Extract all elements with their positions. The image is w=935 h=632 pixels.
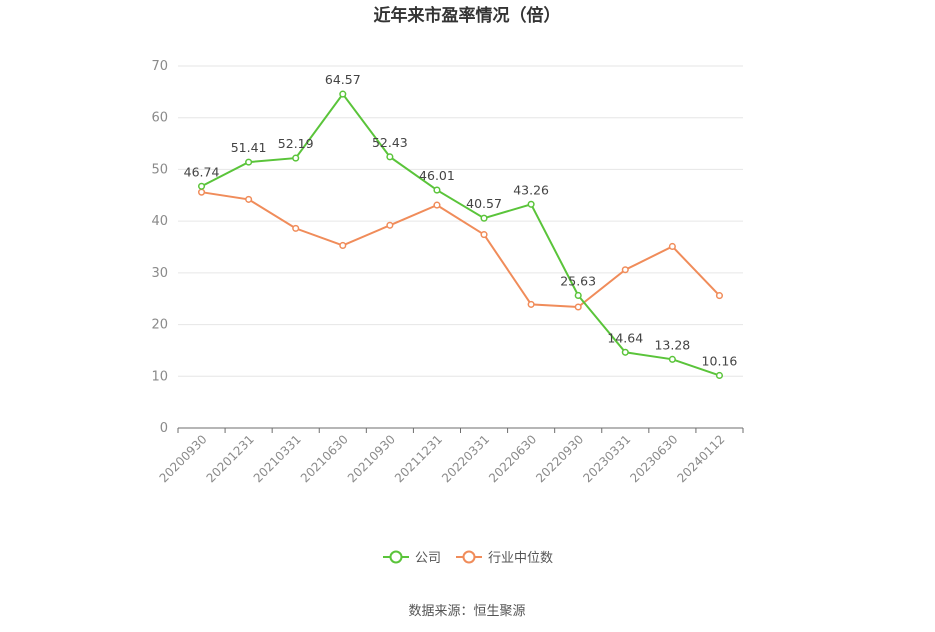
data-point[interactable] [339, 241, 347, 249]
x-tick-label: 20200930 [157, 432, 210, 485]
data-point[interactable] [433, 186, 441, 194]
legend-item-company[interactable]: 公司 [383, 550, 441, 566]
y-tick-label: 60 [151, 111, 168, 126]
series-industry-median [197, 188, 724, 311]
series-line [201, 191, 721, 309]
data-point[interactable] [197, 182, 206, 190]
data-point[interactable] [480, 214, 488, 222]
y-tick-label: 0 [160, 421, 168, 436]
legend-item-industry-median[interactable]: 行业中位数 [456, 550, 553, 566]
data-label: 51.41 [231, 140, 267, 155]
data-point[interactable] [245, 195, 253, 203]
data-point[interactable] [715, 292, 724, 300]
y-tick-label: 70 [151, 59, 168, 74]
series-line [201, 92, 720, 377]
data-point[interactable] [668, 242, 676, 251]
data-point[interactable] [197, 188, 206, 196]
data-point[interactable] [245, 158, 253, 166]
data-point[interactable] [574, 303, 582, 311]
legend-swatch-marker [389, 550, 403, 564]
y-tick-label: 30 [151, 266, 168, 281]
x-tick-label: 20240112 [674, 432, 727, 485]
x-tick-label: 20220930 [533, 432, 586, 485]
data-point[interactable] [621, 266, 629, 274]
series-company: 46.74 51.41 52.19 64.57 52.43 46.01 40.57 43.26… [184, 72, 738, 380]
data-point[interactable] [715, 371, 724, 380]
data-point[interactable] [668, 355, 676, 363]
legend-swatch-marker [462, 550, 476, 564]
y-axis-ticks: 0 10 20 30 40 50 60 70 [151, 59, 168, 436]
data-point[interactable] [292, 224, 300, 232]
x-tick-label: 20211231 [392, 432, 445, 485]
legend[interactable]: 公司 行业中位数 [383, 550, 553, 566]
data-point[interactable] [386, 153, 394, 161]
data-label: 52.43 [372, 135, 408, 150]
grid-lines [178, 65, 743, 377]
data-label: 14.64 [607, 330, 643, 345]
series-group: 46.74 51.41 52.19 64.57 52.43 46.01 40.57 43.26… [184, 72, 738, 380]
data-label: 43.26 [513, 182, 549, 197]
data-label: 25.63 [560, 273, 596, 288]
x-tick-label: 20201231 [204, 432, 257, 485]
y-tick-label: 20 [151, 318, 168, 333]
x-tick-label: 20230331 [580, 432, 633, 485]
data-point[interactable] [339, 90, 347, 98]
data-label: 46.01 [419, 168, 455, 183]
data-label: 46.74 [184, 164, 220, 179]
x-tick-label: 20220331 [439, 432, 492, 485]
data-point[interactable] [527, 300, 535, 308]
y-tick-label: 50 [151, 162, 168, 177]
data-point[interactable] [433, 201, 441, 209]
data-point[interactable] [480, 231, 488, 239]
data-label: 10.16 [702, 353, 738, 368]
x-tick-label: 20210630 [298, 432, 351, 485]
data-point[interactable] [386, 221, 394, 229]
data-point[interactable] [621, 348, 629, 356]
data-point[interactable] [292, 154, 300, 162]
x-tick-label: 20210331 [251, 432, 304, 485]
legend-label: 公司 [415, 551, 441, 566]
x-tick-label: 20220630 [486, 432, 539, 485]
data-label: 64.57 [325, 72, 361, 87]
data-point[interactable] [574, 291, 582, 300]
y-tick-label: 10 [151, 369, 168, 384]
data-point[interactable] [527, 200, 535, 208]
chart-title: 近年来市盈率情况（倍） [374, 5, 561, 26]
data-label: 13.28 [654, 337, 690, 352]
data-label: 40.57 [466, 196, 502, 211]
y-tick-label: 40 [151, 214, 168, 229]
data-label: 52.19 [278, 136, 314, 151]
x-tick-label: 20230630 [627, 432, 680, 485]
x-axis: 2020093020201231202103312021063020210930… [157, 427, 744, 485]
legend-label: 行业中位数 [488, 551, 553, 566]
x-tick-label: 20210930 [345, 432, 398, 485]
data-source-note: 数据来源：恒生聚源 [408, 604, 525, 619]
